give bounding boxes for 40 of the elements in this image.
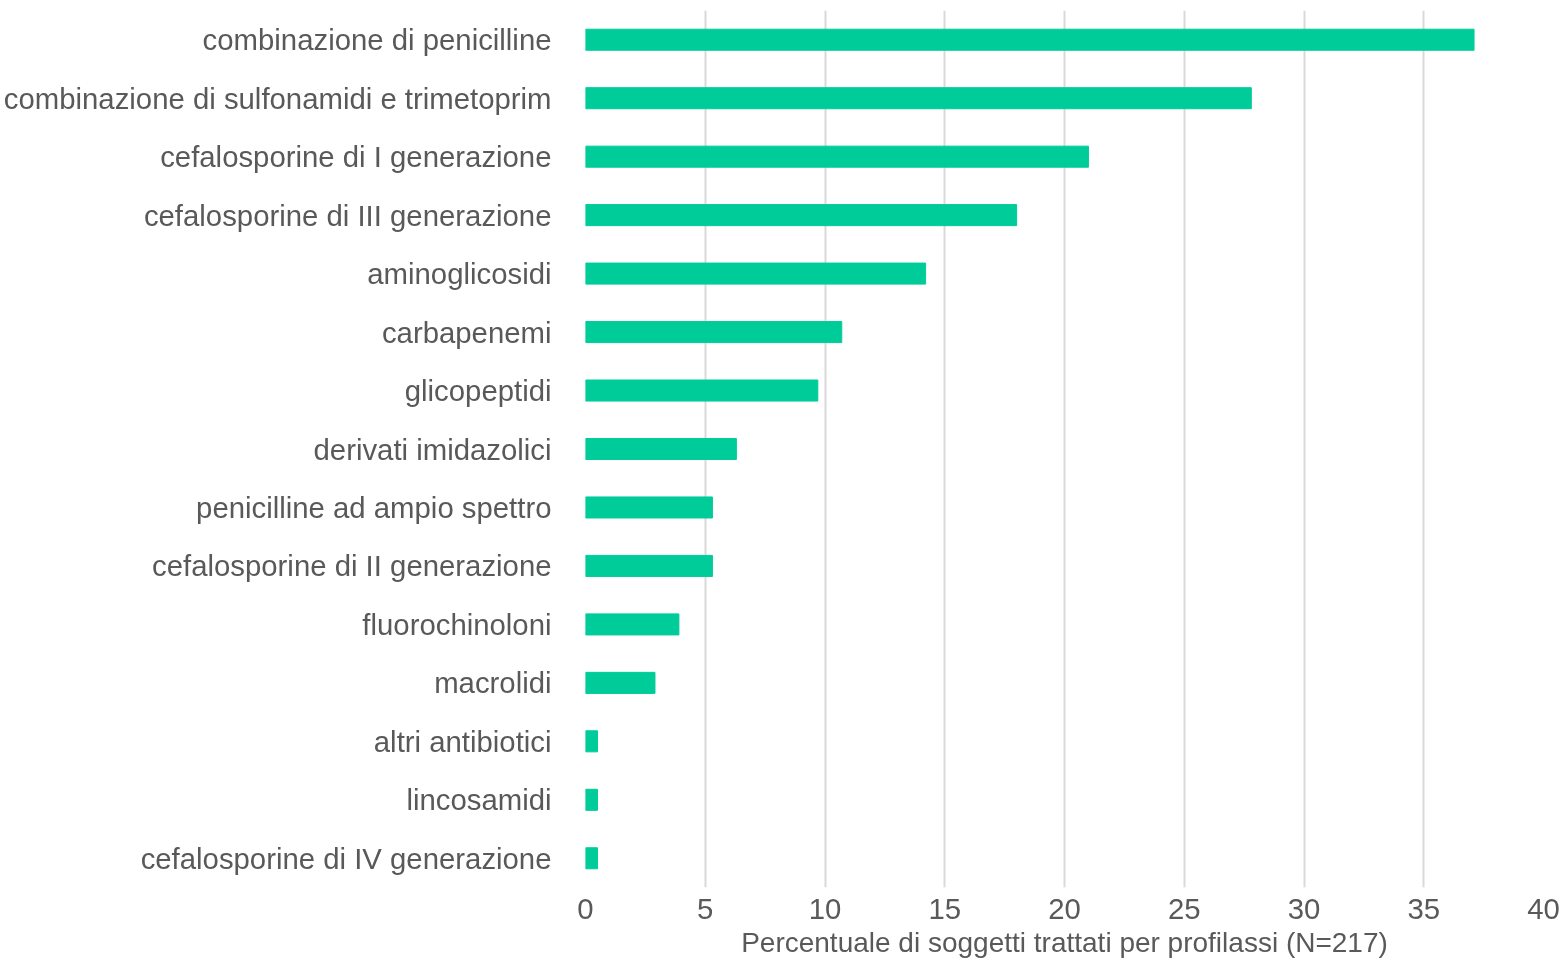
y-tick-label: macrolidi — [434, 666, 552, 700]
y-tick-label: fluorochinoloni — [362, 607, 552, 641]
x-tick-label: 0 — [577, 891, 594, 925]
y-tick-label: cefalosporine di III generazione — [143, 198, 552, 232]
bar — [585, 145, 1089, 168]
bar — [585, 437, 737, 461]
x-tick-label: 20 — [1048, 891, 1081, 925]
bar — [585, 554, 713, 577]
bar — [585, 788, 598, 811]
bar — [585, 730, 598, 753]
bar — [585, 496, 713, 519]
y-tick-label: glicopeptidi — [404, 374, 552, 408]
y-tick-label: altri antibiotici — [373, 724, 552, 758]
bar — [585, 379, 819, 402]
y-tick-label: combinazione di sulfonamidi e trimetoprim — [3, 81, 552, 115]
x-tick-label: 5 — [697, 891, 714, 925]
y-tick-label: penicilline ad ampio spettro — [196, 490, 552, 524]
y-tick-label: cefalosporine di II generazione — [152, 549, 552, 583]
y-tick-label: aminoglicosidi — [367, 257, 552, 291]
y-tick-label: cefalosporine di IV generazione — [140, 841, 552, 875]
y-tick-label: lincosamidi — [406, 783, 552, 817]
bar — [585, 847, 598, 870]
y-tick-label: derivati imidazolici — [313, 432, 552, 466]
y-tick-label: carbapenemi — [381, 315, 552, 349]
bar — [585, 671, 656, 694]
y-tick-label: combinazione di penicilline — [202, 23, 552, 57]
x-tick-label: 40 — [1527, 891, 1560, 925]
y-tick-label: cefalosporine di I generazione — [160, 140, 552, 174]
x-tick-label: 25 — [1167, 891, 1201, 925]
x-tick-label: 10 — [808, 891, 842, 925]
x-axis-title: Percentuale di soggetti trattati per profilassi (N=217) — [741, 926, 1388, 958]
bar — [585, 87, 1252, 110]
x-tick-label: 15 — [928, 891, 962, 925]
bar — [585, 321, 843, 344]
x-tick-label: 30 — [1287, 891, 1321, 925]
bar — [585, 613, 680, 636]
bar — [585, 28, 1475, 51]
x-tick-label: 35 — [1407, 891, 1441, 925]
bar — [585, 204, 1018, 227]
bar — [585, 262, 927, 285]
